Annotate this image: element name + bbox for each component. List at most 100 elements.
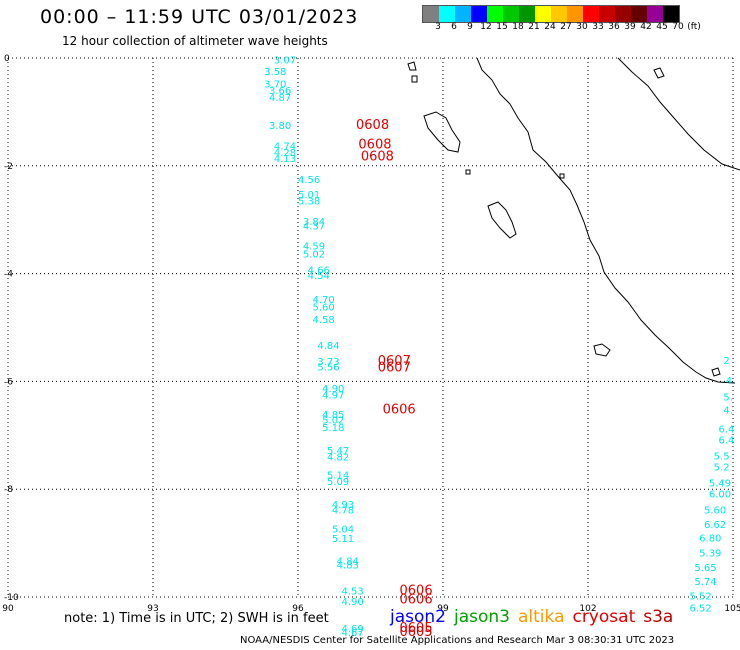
- color-swatch: [535, 6, 551, 22]
- wave-height-value: 4.28: [274, 148, 296, 159]
- color-scale-label: 18: [512, 22, 524, 32]
- wave-height-value: 4.93: [332, 500, 354, 511]
- color-swatch: [519, 6, 535, 22]
- wave-height-value: 6.62: [704, 520, 726, 531]
- wave-height-value: 4.85: [322, 410, 344, 421]
- wave-height-value: 6.4: [719, 425, 735, 436]
- wave-height-value: 4.: [723, 406, 733, 417]
- color-swatch: [439, 6, 455, 22]
- wave-height-value: 4.97: [322, 391, 344, 402]
- pass-time-label: 0608: [361, 149, 394, 164]
- wave-height-value: 4.69: [342, 624, 364, 635]
- x-tick-label: 90: [2, 604, 14, 614]
- wave-height-value: 5.60: [313, 302, 335, 313]
- wave-height-value: 5.02: [303, 249, 325, 260]
- wave-height-value: 4.56: [298, 175, 320, 186]
- wave-height-value: 5.: [723, 392, 733, 403]
- y-tick-label: 0: [4, 54, 10, 64]
- color-scale-label: 15: [496, 22, 508, 32]
- wave-height-value: 5.01: [298, 190, 320, 201]
- color-scale-label: 27: [560, 22, 572, 32]
- pass-time-label: 0605: [400, 621, 433, 636]
- color-swatch: [423, 6, 439, 22]
- siberut-island: [593, 343, 611, 357]
- wave-height-value: 4.13: [274, 154, 296, 165]
- color-swatch: [551, 6, 567, 22]
- credit-line: NOAA/NESDIS Center for Satellite Applica…: [240, 635, 675, 646]
- wave-height-value: 4.84: [337, 557, 359, 568]
- color-swatch: [503, 6, 519, 22]
- wave-height-value: 4: [726, 376, 732, 387]
- wave-height-value: 4.59: [303, 241, 325, 252]
- wave-height-value: 6.4: [719, 435, 735, 446]
- wave-height-value: 5.52: [690, 592, 712, 603]
- wave-height-value: 4.82: [327, 453, 349, 464]
- wave-height-value: 4.37: [303, 221, 325, 232]
- y-tick-label: -10: [4, 593, 19, 603]
- y-tick-label: -4: [4, 270, 13, 280]
- color-scale-label: 6: [451, 22, 457, 32]
- y-tick-label: -2: [4, 162, 13, 172]
- footnote: note: 1) Time is in UTC; 2) SWH is in fe…: [64, 611, 329, 626]
- legend-cryosat: cryosat: [572, 607, 636, 627]
- map-grid: [7, 57, 734, 598]
- wave-height-value: 5.2: [714, 462, 730, 473]
- color-scale-label: 3: [435, 22, 441, 32]
- wave-height-value: 2: [723, 356, 729, 367]
- wave-height-value: 3.70: [264, 80, 286, 91]
- legend-jason3: jason3: [454, 607, 510, 627]
- color-swatch: [647, 6, 663, 22]
- wave-height-value: 5.5: [714, 452, 730, 463]
- pass-time-label: 0605: [400, 625, 433, 640]
- y-tick-label: -6: [4, 377, 13, 387]
- wave-height-value: 5.47: [327, 446, 349, 457]
- wave-height-value: 5.56: [317, 363, 339, 374]
- wave-height-value: 5.18: [322, 423, 344, 434]
- wave-height-value: 3.73: [317, 357, 339, 368]
- islet-1: [407, 61, 417, 71]
- wave-height-value: 4.66: [308, 266, 330, 277]
- wave-height-value: 5.02: [322, 415, 344, 426]
- color-scale-label: 33: [592, 22, 604, 32]
- wave-height-value: 4.54: [308, 271, 330, 282]
- islet-2: [411, 75, 418, 83]
- color-scale-label: 30: [576, 22, 588, 32]
- axis-tick-labels: 90 93 96 99 102 105 0 -2 -4 -6 -8 -10: [2, 54, 740, 614]
- color-scale-label: 24: [544, 22, 556, 32]
- wave-height-value: 4.90: [322, 384, 344, 395]
- wave-height-value: 5.74: [694, 577, 716, 588]
- wave-height-value: 4.90: [342, 597, 364, 608]
- wave-height-value: 5.39: [699, 549, 721, 560]
- color-swatch: [487, 6, 503, 22]
- islet-4: [559, 173, 565, 179]
- islet-5: [653, 67, 665, 79]
- wave-height-value: 5.60: [704, 505, 726, 516]
- color-swatch: [615, 6, 631, 22]
- wave-height-value: 4.74: [274, 142, 296, 153]
- wave-height-observations: 3.073.58 3.703.664.87 3.80 4.744.284.134.56…: [264, 55, 734, 638]
- color-scale-labels: 3 6 9 12 15 18 21 24 27 30 33 36 39 42 45 70 (ft): [422, 22, 740, 34]
- color-swatch: [583, 6, 599, 22]
- pass-time-label: 0608: [358, 138, 391, 153]
- wave-height-value: 3.58: [264, 67, 286, 78]
- wave-height-value: 6.80: [699, 533, 721, 544]
- wave-height-value: 5.14: [327, 470, 349, 481]
- simeulue-island: [423, 111, 461, 153]
- pass-time-label: 0608: [356, 118, 389, 133]
- color-scale-label: (ft): [687, 22, 701, 32]
- wave-height-value: 6.00: [709, 489, 731, 500]
- islet-6: [711, 367, 721, 377]
- wave-height-value: 6.52: [690, 604, 712, 615]
- nias-island: [487, 201, 517, 239]
- pass-time-label: 0606: [400, 592, 433, 607]
- x-tick-label: 102: [579, 604, 596, 614]
- color-scale-label: 21: [528, 22, 540, 32]
- wave-height-value: 5.11: [332, 534, 354, 545]
- pass-time-label: 0607: [378, 361, 411, 376]
- color-swatch: [631, 6, 647, 22]
- wave-height-value: 4.78: [332, 505, 354, 516]
- x-tick-label: 105: [724, 604, 740, 614]
- color-scale-bar: [422, 5, 680, 23]
- color-swatch: [471, 6, 487, 22]
